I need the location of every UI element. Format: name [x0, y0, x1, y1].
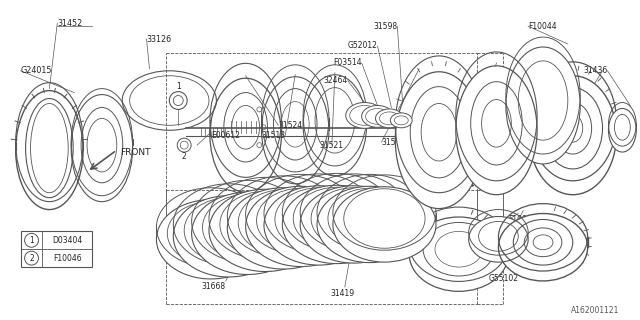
Ellipse shape: [191, 192, 303, 275]
Text: FRONT: FRONT: [120, 148, 150, 156]
Text: 32464: 32464: [323, 76, 348, 85]
Ellipse shape: [468, 217, 528, 262]
Text: 33126: 33126: [147, 35, 172, 44]
Text: D03404: D03404: [52, 236, 83, 245]
Text: F03514: F03514: [333, 58, 362, 67]
Text: 31567: 31567: [381, 138, 406, 147]
Ellipse shape: [156, 200, 266, 279]
Text: G24015: G24015: [20, 66, 52, 75]
Ellipse shape: [264, 186, 374, 265]
Text: 31452: 31452: [58, 19, 83, 28]
Ellipse shape: [173, 196, 284, 277]
Text: 31521: 31521: [320, 140, 344, 150]
Ellipse shape: [209, 189, 322, 272]
Text: 31598: 31598: [373, 22, 397, 31]
Ellipse shape: [12, 87, 87, 213]
Text: F10044: F10044: [508, 215, 537, 224]
Text: 2: 2: [29, 254, 34, 263]
Ellipse shape: [506, 47, 580, 164]
Bar: [20, 231, 92, 267]
Text: 31668: 31668: [201, 282, 225, 292]
Text: G52012: G52012: [348, 42, 378, 51]
Ellipse shape: [317, 186, 422, 263]
Ellipse shape: [346, 102, 383, 128]
Text: 1: 1: [176, 82, 180, 91]
Text: 31513: 31513: [261, 131, 285, 140]
Ellipse shape: [227, 188, 339, 269]
Text: 31460: 31460: [461, 180, 485, 189]
Ellipse shape: [390, 113, 412, 128]
Ellipse shape: [456, 66, 537, 195]
Text: G55102: G55102: [488, 275, 518, 284]
Ellipse shape: [529, 76, 616, 195]
Ellipse shape: [376, 109, 403, 128]
Ellipse shape: [282, 185, 392, 264]
Ellipse shape: [333, 187, 436, 262]
Text: 31419: 31419: [330, 289, 354, 298]
Text: 1: 1: [29, 236, 34, 245]
Ellipse shape: [300, 186, 407, 263]
Ellipse shape: [362, 106, 394, 127]
Text: F10046: F10046: [53, 254, 81, 263]
Ellipse shape: [409, 217, 508, 291]
Text: G55102: G55102: [528, 138, 558, 147]
Ellipse shape: [396, 72, 483, 209]
Text: 31431: 31431: [395, 238, 419, 247]
Text: E00612: E00612: [211, 131, 240, 140]
Text: F10044: F10044: [528, 22, 557, 31]
Ellipse shape: [499, 213, 588, 281]
Text: 31524: 31524: [278, 121, 303, 130]
Text: 2: 2: [182, 152, 187, 161]
Text: 31436: 31436: [583, 66, 607, 75]
Text: A162001121: A162001121: [571, 306, 620, 315]
Ellipse shape: [246, 186, 356, 267]
Ellipse shape: [609, 108, 636, 152]
